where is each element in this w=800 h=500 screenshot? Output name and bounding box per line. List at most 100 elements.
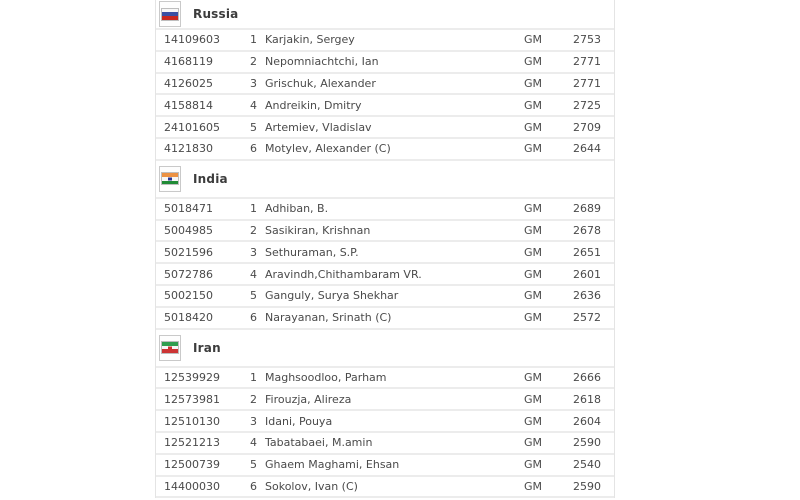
player-id: 4168119	[164, 55, 213, 69]
player-id: 5004985	[164, 223, 213, 237]
player-rating: 2651	[573, 245, 601, 259]
flag-box	[159, 165, 181, 192]
player-rating: 2604	[573, 414, 601, 428]
player-title: GM	[523, 202, 542, 216]
player-row: 4168119 2 Nepomniachtchi, Ian GM 2771	[156, 51, 614, 74]
player-row: 5021596 3 Sethuraman, S.P. GM 2651	[156, 242, 614, 265]
player-rating: 2636	[573, 289, 601, 303]
player-title: GM	[523, 370, 542, 384]
team-section-russia: Russia 14109603 1 Karjakin, Sergey GM 2753 4…	[156, 0, 614, 161]
board-number: 1	[250, 33, 257, 47]
player-rating: 2689	[573, 202, 601, 216]
player-id: 12500739	[164, 458, 220, 472]
player-row: 24101605 5 Artemiev, Vladislav GM 2709	[156, 117, 614, 139]
player-row: 14109603 1 Karjakin, Sergey GM 2753	[156, 30, 614, 52]
team-roster-table: Russia 14109603 1 Karjakin, Sergey GM 2753 4…	[155, 0, 615, 499]
player-id: 12573981	[164, 392, 220, 406]
player-name: Andreikin, Dmitry	[265, 98, 362, 112]
player-row: 4158814 4 Andreikin, Dmitry GM 2725	[156, 95, 614, 118]
india-flag-icon	[161, 172, 179, 186]
player-rating: 2618	[573, 392, 601, 406]
player-title: GM	[523, 76, 542, 90]
player-rating: 2540	[573, 458, 601, 472]
player-row: 5018471 1 Adhiban, B. GM 2689	[156, 198, 614, 221]
board-number: 2	[250, 223, 257, 237]
player-rating: 2709	[573, 120, 601, 134]
board-number: 6	[250, 142, 257, 156]
player-name: Sasikiran, Krishnan	[265, 223, 371, 237]
player-title: GM	[523, 142, 542, 156]
team-header: Iran	[156, 329, 614, 368]
player-row: 5002150 5 Ganguly, Surya Shekhar GM 2636	[156, 285, 614, 308]
player-name: Maghsoodloo, Parham	[265, 370, 387, 384]
player-rating: 2601	[573, 267, 601, 281]
board-number: 6	[250, 311, 257, 325]
player-id: 14109603	[164, 33, 220, 47]
flag-box	[159, 334, 181, 361]
player-rating: 2590	[573, 436, 601, 450]
player-title: GM	[523, 267, 542, 281]
player-id: 4158814	[164, 98, 213, 112]
board-number: 2	[250, 55, 257, 69]
board-number: 6	[250, 479, 257, 493]
player-rating: 2725	[573, 98, 601, 112]
player-name: Sokolov, Ivan (C)	[265, 479, 358, 493]
player-id: 5072786	[164, 267, 213, 281]
player-row: 12510130 3 Idani, Pouya GM 2604	[156, 411, 614, 433]
team-name: Russia	[193, 7, 239, 21]
player-rating: 2678	[573, 223, 601, 237]
board-number: 1	[250, 370, 257, 384]
player-row: 14400030 6 Sokolov, Ivan (C) GM 2590	[156, 476, 614, 499]
player-id: 24101605	[164, 120, 220, 134]
player-title: GM	[523, 55, 542, 69]
board-number: 4	[250, 267, 257, 281]
board-number: 4	[250, 436, 257, 450]
player-id: 14400030	[164, 479, 220, 493]
player-rating: 2771	[573, 76, 601, 90]
player-title: GM	[523, 245, 542, 259]
player-row: 12521213 4 Tabatabaei, M.amin GM 2590	[156, 432, 614, 455]
player-row: 12539929 1 Maghsoodloo, Parham GM 2666	[156, 367, 614, 390]
player-row: 5004985 2 Sasikiran, Krishnan GM 2678	[156, 220, 614, 243]
player-name: Motylev, Alexander (C)	[265, 142, 391, 156]
player-name: Idani, Pouya	[265, 414, 333, 428]
board-number: 4	[250, 98, 257, 112]
player-title: GM	[523, 414, 542, 428]
player-title: GM	[523, 458, 542, 472]
team-name: Iran	[193, 340, 221, 355]
player-id: 5021596	[164, 245, 213, 259]
player-name: Grischuk, Alexander	[265, 76, 376, 90]
board-number: 3	[250, 76, 257, 90]
player-id: 12539929	[164, 370, 220, 384]
player-rating: 2666	[573, 370, 601, 384]
team-section-india: India 5018471 1 Adhiban, B. GM 2689 5004985 2…	[156, 160, 614, 330]
player-title: GM	[523, 392, 542, 406]
player-rating: 2572	[573, 311, 601, 325]
board-number: 2	[250, 392, 257, 406]
russia-flag-icon	[161, 7, 179, 21]
player-title: GM	[523, 479, 542, 493]
player-row: 4121830 6 Motylev, Alexander (C) GM 2644	[156, 138, 614, 161]
player-name: Ganguly, Surya Shekhar	[265, 289, 399, 303]
player-id: 5018471	[164, 202, 213, 216]
player-row: 4126025 3 Grischuk, Alexander GM 2771	[156, 73, 614, 96]
player-name: Tabatabaei, M.amin	[265, 436, 373, 450]
board-number: 5	[250, 458, 257, 472]
team-name: India	[193, 171, 228, 186]
team-header: India	[156, 160, 614, 199]
board-number: 5	[250, 289, 257, 303]
player-id: 4126025	[164, 76, 213, 90]
player-title: GM	[523, 33, 542, 47]
iran-flag-icon	[161, 341, 179, 355]
player-name: Adhiban, B.	[265, 202, 329, 216]
player-row: 5072786 4 Aravindh,Chithambaram VR. GM 2601	[156, 264, 614, 286]
player-id: 12521213	[164, 436, 220, 450]
player-name: Artemiev, Vladislav	[265, 120, 372, 134]
player-title: GM	[523, 223, 542, 237]
player-rating: 2753	[573, 33, 601, 47]
player-title: GM	[523, 311, 542, 325]
player-id: 12510130	[164, 414, 220, 428]
player-title: GM	[523, 436, 542, 450]
player-id: 5002150	[164, 289, 213, 303]
board-number: 3	[250, 414, 257, 428]
